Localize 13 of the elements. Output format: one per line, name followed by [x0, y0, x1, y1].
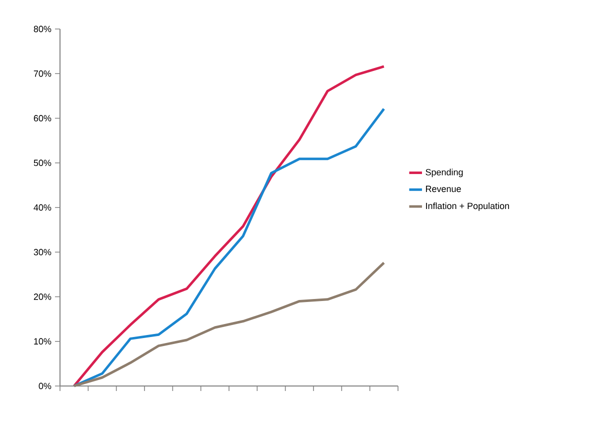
y-tick-label: 60%: [34, 115, 52, 122]
legend-label: Revenue: [426, 186, 461, 192]
y-tick-label: 30%: [34, 248, 52, 256]
line-series: [72, 262, 386, 388]
y-tick-label: 80%: [34, 26, 52, 32]
y-tick-label: 40%: [34, 204, 52, 211]
legend-label: Spending: [426, 168, 463, 178]
y-tick-label: 10%: [34, 338, 52, 345]
y-tick-label: 0%: [38, 382, 52, 390]
legend-label: Inflation + Population: [426, 202, 509, 211]
y-tick-label: 50%: [34, 160, 52, 166]
y-tick-label: 20%: [34, 294, 52, 300]
y-tick-label: 70%: [34, 70, 52, 77]
